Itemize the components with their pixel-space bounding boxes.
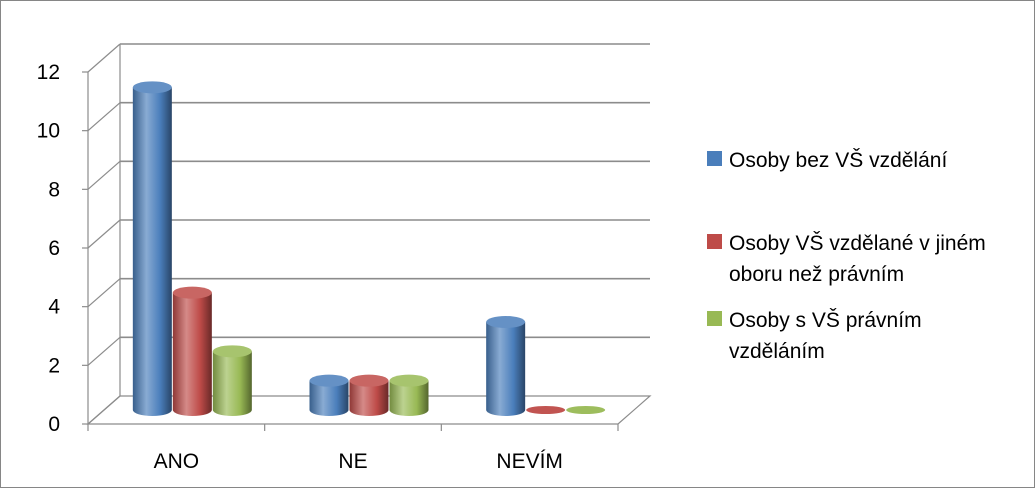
legend-label: vzděláním <box>729 340 825 363</box>
bar-top <box>132 81 172 94</box>
x-tick-labels: ANO NE NEVÍM <box>154 450 563 473</box>
bar-body <box>389 380 429 416</box>
y-tick-label: 0 <box>48 413 60 436</box>
bar-top <box>309 374 349 387</box>
gridline-side <box>87 395 121 425</box>
bar <box>212 345 252 416</box>
axes <box>82 71 619 431</box>
bar <box>526 406 566 414</box>
bar <box>389 374 429 416</box>
y-tick-label: 10 <box>37 120 60 143</box>
bars <box>132 81 606 417</box>
bar <box>566 406 606 414</box>
x-tick-label: ANO <box>154 450 200 473</box>
bar-body <box>172 292 212 416</box>
gridline-side <box>87 43 121 73</box>
bar-top <box>566 406 606 414</box>
legend-label: Osoby VŠ vzdělané v jiném <box>729 232 986 255</box>
bar-body <box>486 322 526 417</box>
y-tick-label: 2 <box>48 354 60 377</box>
legend-label: Osoby bez VŠ vzdělání <box>729 149 947 172</box>
gridline-side <box>87 102 121 132</box>
y-tick-label: 12 <box>37 61 60 84</box>
y-tick-label: 4 <box>48 296 60 319</box>
y-tick-labels: 0 2 4 6 8 10 12 <box>37 61 61 436</box>
bar-top <box>349 374 389 387</box>
legend-swatch <box>707 151 722 166</box>
bar <box>172 286 212 416</box>
y-tick-label: 6 <box>48 237 60 260</box>
bar <box>349 374 389 416</box>
plot-walls <box>86 44 652 425</box>
y-tick-label: 8 <box>48 178 60 201</box>
gridline-side <box>87 278 121 308</box>
legend-label: oboru než právním <box>729 263 904 286</box>
bar-top <box>526 406 566 414</box>
bar-top <box>172 286 212 299</box>
bar-body <box>349 380 389 416</box>
gridline-side <box>87 219 121 249</box>
gridline-side <box>87 336 121 366</box>
legend: Osoby bez VŠ vzdělání Osoby VŠ vzdělané v… <box>707 149 986 363</box>
x-tick-label: NE <box>338 450 367 473</box>
bar-body <box>132 87 172 416</box>
legend-swatch <box>707 311 722 326</box>
gridlines <box>87 43 650 425</box>
bar <box>132 81 172 416</box>
legend-label: Osoby s VŠ právním <box>729 309 922 332</box>
x-tick-label: NEVÍM <box>496 450 563 473</box>
bar-top <box>389 374 429 387</box>
bar-top <box>212 345 252 358</box>
bar <box>486 316 526 417</box>
bar-top <box>486 316 526 328</box>
bar-body <box>309 380 349 416</box>
bar-body <box>212 351 252 416</box>
bar <box>309 374 349 416</box>
gridline-side <box>87 160 121 190</box>
legend-swatch <box>707 234 722 249</box>
